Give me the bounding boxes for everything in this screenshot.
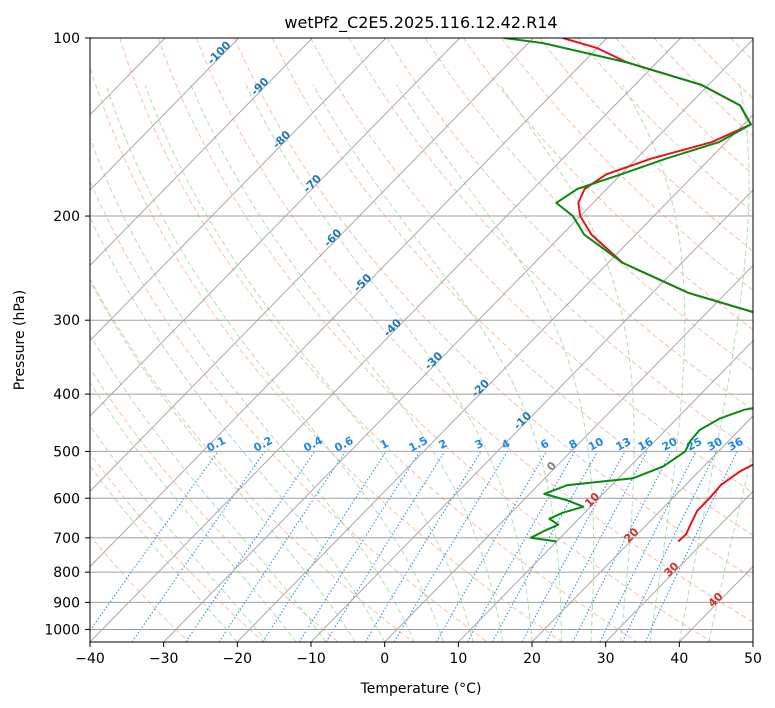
mixing-ratio-label: 10 — [586, 435, 606, 454]
dry-adiabat — [348, 38, 753, 452]
moist-adiabat — [144, 84, 474, 642]
mixing-ratio-line — [262, 451, 387, 642]
dry-adiabat — [90, 367, 339, 642]
dry-adiabat — [577, 38, 753, 214]
dry-adiabat — [119, 38, 638, 642]
dry-adiabat — [90, 65, 563, 642]
mixing-ratio-line — [521, 451, 626, 642]
plot-background — [90, 38, 753, 642]
isotherm-line — [752, 641, 753, 642]
isotherm-line — [310, 189, 753, 642]
x-tick-label: −10 — [296, 651, 326, 667]
isotherm-line — [90, 38, 313, 267]
sounding-series — [503, 38, 753, 543]
x-tick-label: −20 — [223, 651, 253, 667]
pressure-gridlines — [90, 38, 753, 630]
mixing-ratio-line — [325, 451, 446, 642]
y-tick-label: 600 — [53, 491, 80, 507]
moist-adiabat — [499, 84, 635, 642]
moist-adiabat — [622, 84, 686, 642]
x-tick-label: 40 — [670, 651, 688, 667]
isotherm-line — [384, 264, 753, 642]
mixing-ratio-line — [90, 451, 219, 632]
mixing-ratio-line — [218, 451, 347, 642]
mixing-ratio-line — [545, 451, 648, 642]
isotherm-line — [605, 490, 753, 642]
mixing-ratio-label: 25 — [685, 435, 705, 454]
dry-adiabat — [90, 534, 190, 642]
dry-adiabat — [769, 38, 775, 642]
moist-adiabat — [678, 84, 750, 642]
mixing-ratio-label: 20 — [660, 435, 680, 454]
y-tick-label: 900 — [53, 595, 80, 611]
isotherm-line — [163, 38, 753, 642]
y-tick-label: 100 — [53, 31, 80, 47]
y-tick-label: 800 — [53, 565, 80, 581]
moist-adiabat — [105, 84, 445, 642]
dry-adiabat — [157, 38, 712, 642]
moist-adiabat — [190, 84, 503, 642]
mixing-ratio-label: 36 — [726, 435, 746, 454]
dry-adiabat — [462, 38, 753, 331]
x-tick-label: 10 — [449, 651, 467, 667]
mixing-ratio-line — [364, 451, 482, 642]
temperature-line — [562, 38, 753, 543]
mixing-ratio-line — [599, 451, 697, 642]
x-tick-label: 20 — [523, 651, 541, 667]
dry-adiabat — [501, 38, 753, 291]
dry-adiabat — [386, 38, 753, 411]
mixing-ratio-label: 16 — [636, 435, 656, 454]
dry-adiabat — [90, 277, 414, 642]
x-tick-label: 50 — [744, 651, 762, 667]
y-tick-label: 1000 — [44, 622, 80, 638]
chart-title: wetPf2_C2E5.2025.116.12.42.R14 — [284, 13, 557, 33]
axes: −40 −30 −20 −10 0 10 20 30 40 50 100 200 300 400 500 60… — [44, 31, 762, 667]
y-axis-title: Pressure (hPa) — [12, 290, 28, 390]
isotherm-line — [90, 38, 682, 642]
dry-adiabat — [272, 38, 753, 536]
moist-adiabat — [312, 84, 562, 642]
moist-adiabat — [90, 381, 297, 642]
isotherm-line — [90, 38, 608, 568]
isotherm-line — [90, 38, 387, 342]
isotherm-line — [531, 415, 753, 642]
x-tick-label: 30 — [597, 651, 615, 667]
mixing-ratio-line — [621, 451, 717, 642]
dewpoint-line — [503, 38, 753, 543]
moist-adiabat — [245, 84, 533, 642]
y-tick-label: 700 — [53, 531, 80, 547]
y-tick-label: 200 — [53, 209, 80, 225]
mixing-ratio-label: 13 — [614, 435, 634, 454]
isotherms — [90, 38, 753, 642]
mixing-ratio-line — [644, 451, 738, 642]
mixing-ratio-label: 30 — [705, 435, 725, 454]
x-tick-label: 0 — [380, 651, 389, 667]
x-tick-label: −40 — [75, 651, 105, 667]
dry-adiabat — [195, 38, 753, 623]
mixing-ratio-line — [298, 451, 421, 642]
isotherm-line — [90, 38, 240, 191]
x-axis-title: Temperature (°C) — [360, 681, 482, 697]
isotherm-line — [90, 38, 534, 493]
y-tick-label: 500 — [53, 444, 80, 460]
mixing-ratio-line — [572, 451, 672, 642]
plot-frame — [89, 37, 754, 643]
moist-adiabat — [708, 448, 753, 642]
moist-adiabat — [90, 279, 356, 642]
y-tick-label: 400 — [53, 387, 80, 403]
isotherm-line — [457, 339, 753, 642]
y-tick-label: 300 — [53, 313, 80, 329]
mixing-ratio-line — [185, 451, 316, 642]
isotherm-line — [90, 38, 461, 417]
x-tick-label: −30 — [149, 651, 179, 667]
dry-adiabat — [615, 38, 753, 175]
isotherm-line — [236, 113, 753, 642]
moist-adiabat — [90, 333, 327, 642]
